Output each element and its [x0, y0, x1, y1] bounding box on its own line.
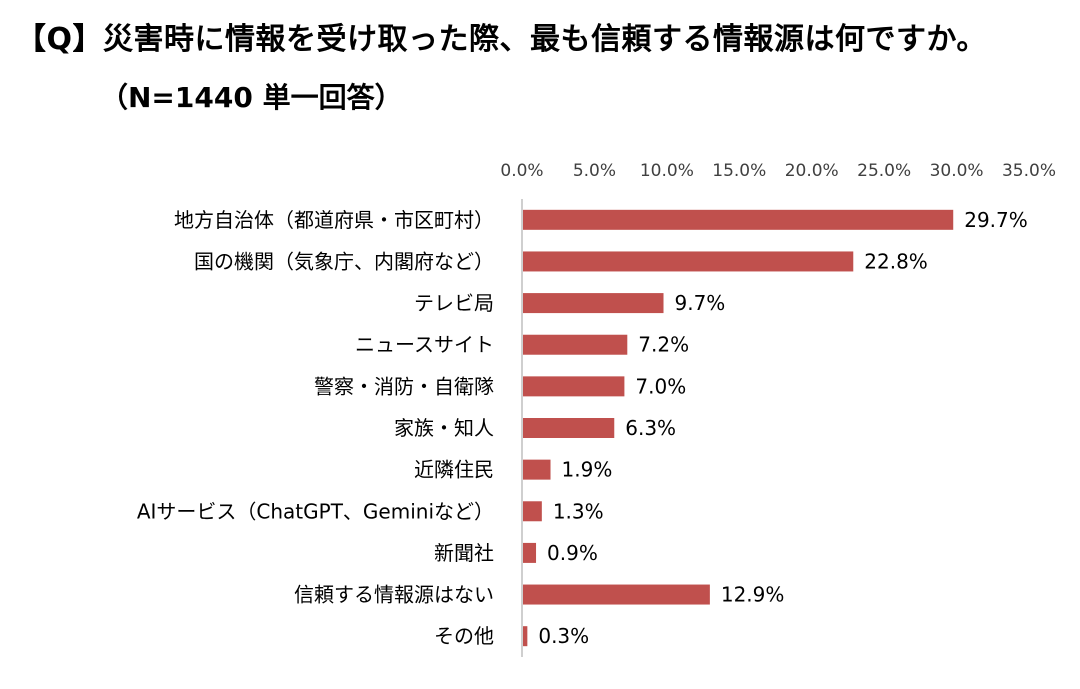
chart-title: 【Q】災害時に情報を受け取った際、最も信頼する情報源は何ですか。	[16, 22, 987, 57]
category-label: ニュースサイト	[355, 333, 494, 357]
value-labels: 29.7% 22.8% 9.7% 7.2% 7.0% 6.3% 1.9% 1.3% 0.9% 12…	[538, 208, 1027, 648]
bar	[523, 251, 854, 272]
chart-subtitle: （N=1440 単一回答）	[100, 81, 403, 114]
value-label: 6.3%	[625, 416, 676, 440]
category-label: AIサービス（ChatGPT、Geminiなど）	[137, 499, 494, 523]
bar	[523, 376, 625, 397]
x-axis-ticks: 0.0% 5.0% 10.0% 15.0% 20.0% 25.0% 30.0% 35.0%	[500, 161, 1056, 181]
value-label: 1.9%	[562, 458, 613, 482]
value-label: 12.9%	[721, 583, 785, 607]
bar	[523, 209, 954, 230]
category-label: 新聞社	[434, 541, 494, 565]
value-label: 29.7%	[964, 208, 1028, 232]
bar	[523, 584, 710, 605]
value-label: 0.9%	[547, 541, 598, 565]
category-label: 地方自治体（都道府県・市区町村）	[174, 208, 494, 232]
x-tick-label: 15.0%	[712, 161, 766, 181]
category-label: 国の機関（気象庁、内閣府など）	[194, 249, 494, 273]
category-labels: 地方自治体（都道府県・市区町村） 国の機関（気象庁、内閣府など） テレビ局ニュースサ…	[137, 208, 494, 648]
x-tick-label: 0.0%	[500, 161, 543, 181]
bar	[523, 626, 528, 647]
bar	[523, 293, 664, 314]
x-tick-label: 20.0%	[785, 161, 839, 181]
bar	[523, 501, 542, 522]
bars	[523, 209, 954, 647]
value-label: 7.0%	[635, 374, 686, 398]
value-label: 0.3%	[538, 624, 589, 648]
bar	[523, 334, 628, 355]
x-tick-label: 30.0%	[930, 161, 984, 181]
value-label: 7.2%	[638, 333, 689, 357]
x-tick-label: 35.0%	[1002, 161, 1056, 181]
value-label: 1.3%	[553, 499, 604, 523]
x-tick-label: 25.0%	[857, 161, 911, 181]
category-label: 警察・消防・自衛隊	[314, 374, 494, 398]
bar	[523, 459, 551, 480]
value-label: 22.8%	[864, 249, 928, 273]
bar	[523, 418, 615, 438]
value-label: 9.7%	[675, 291, 726, 315]
category-label: 家族・知人	[394, 416, 494, 440]
category-label: その他	[434, 624, 494, 648]
category-label: 近隣住民	[414, 458, 494, 482]
category-label: テレビ局	[414, 291, 494, 315]
category-label: 信頼する情報源はない	[294, 583, 494, 607]
x-tick-label: 10.0%	[640, 161, 694, 181]
x-tick-label: 5.0%	[573, 161, 616, 181]
bar	[523, 542, 537, 563]
